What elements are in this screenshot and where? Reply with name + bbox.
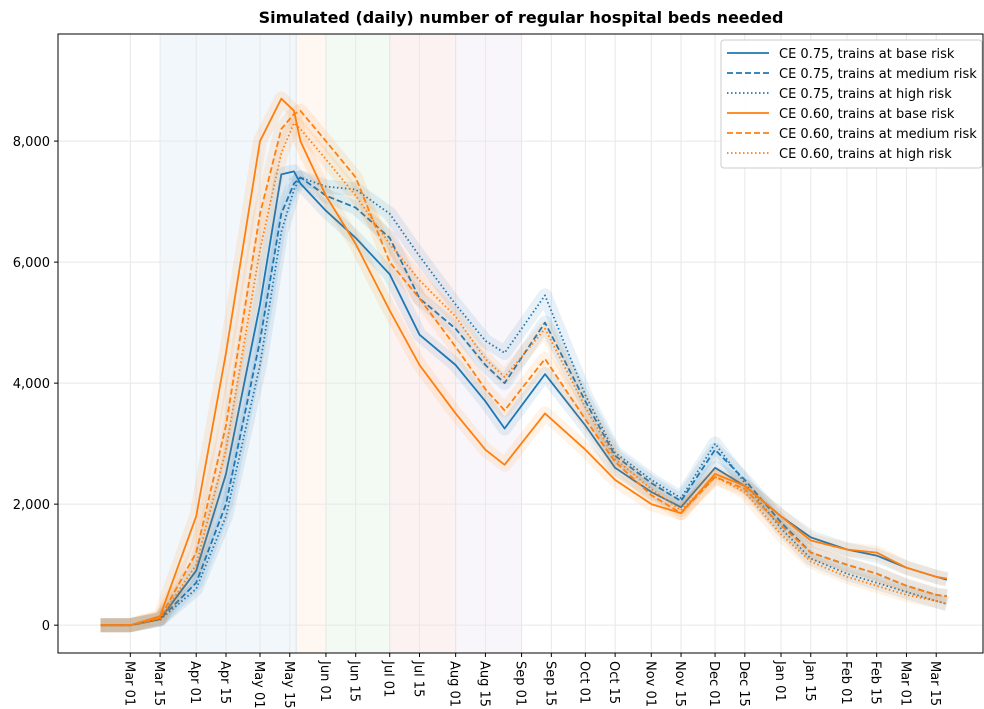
x-tick-label: Feb 15 xyxy=(868,661,883,705)
series-line xyxy=(100,97,948,627)
x-tick-label: Jun 15 xyxy=(347,660,362,702)
y-tick-label: 0 xyxy=(42,619,50,634)
legend-label: CE 0.60, trains at medium risk xyxy=(779,127,977,142)
chart-title: Simulated (daily) number of regular hosp… xyxy=(259,8,784,27)
x-tick-label: Nov 15 xyxy=(672,661,687,707)
y-tick-label: 2,000 xyxy=(13,498,50,513)
legend-box xyxy=(720,39,983,169)
x-tick-label: May 15 xyxy=(281,661,296,709)
x-tick-label: Dec 01 xyxy=(706,661,721,707)
x-tick-label: Oct 01 xyxy=(576,661,591,704)
series-line xyxy=(100,122,948,627)
x-tick-label: Aug 15 xyxy=(476,661,491,707)
shaded-span xyxy=(325,34,390,653)
x-tick-label: Oct 15 xyxy=(606,661,621,704)
series-line xyxy=(100,170,948,627)
x-tick-label: Dec 15 xyxy=(736,661,751,707)
shaded-span xyxy=(296,34,326,653)
x-tick-label: May 01 xyxy=(251,661,266,709)
x-tick-label: Mar 15 xyxy=(151,661,166,706)
y-tick-label: 6,000 xyxy=(13,256,50,271)
x-tick-label: Sep 15 xyxy=(542,661,557,706)
plot-frame xyxy=(57,33,984,654)
x-tick-label: Sep 01 xyxy=(513,661,528,706)
x-tick-label: Apr 01 xyxy=(187,661,202,704)
legend-label: CE 0.75, trains at high risk xyxy=(779,87,952,102)
series-line xyxy=(100,109,948,627)
x-tick-label: Apr 15 xyxy=(217,661,232,704)
x-tick-label: Jul 15 xyxy=(410,660,425,697)
y-tick-label: 4,000 xyxy=(13,377,50,392)
legend-label: CE 0.75, trains at medium risk xyxy=(779,67,977,82)
band xyxy=(100,170,949,633)
x-tick-label: Jun 01 xyxy=(317,660,332,702)
x-tick-label: Jan 01 xyxy=(772,660,787,702)
x-tick-label: Mar 15 xyxy=(927,661,942,706)
legend-label: CE 0.60, trains at high risk xyxy=(779,147,952,162)
y-tick-label: 8,000 xyxy=(13,135,50,150)
shaded-span xyxy=(389,34,456,653)
x-tick-label: Mar 01 xyxy=(897,661,912,706)
x-tick-label: Jul 01 xyxy=(381,660,396,697)
x-tick-label: Aug 01 xyxy=(447,661,462,707)
legend-label: CE 0.75, trains at base risk xyxy=(779,47,955,62)
legend-label: CE 0.60, trains at base risk xyxy=(779,107,955,122)
x-tick-label: Feb 01 xyxy=(838,661,853,705)
x-tick-label: Nov 01 xyxy=(642,661,657,707)
x-tick-label: Jan 15 xyxy=(802,660,817,702)
x-tick-label: Mar 01 xyxy=(121,661,136,706)
